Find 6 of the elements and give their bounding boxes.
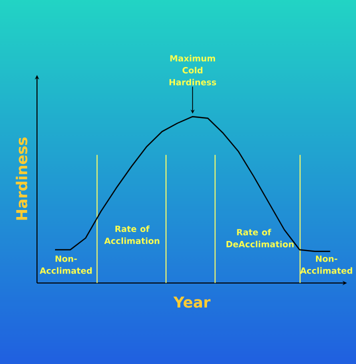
y-axis-title: Hardiness [16,138,28,220]
annotation: Rate of DeAcclimation [226,228,294,248]
annotation: Non-Acclimated [40,256,92,274]
annotation: Rate of Acclimation [104,225,160,244]
x-axis-title: Year [173,296,210,308]
text: Maximum Cold Hardiness [169,54,216,86]
